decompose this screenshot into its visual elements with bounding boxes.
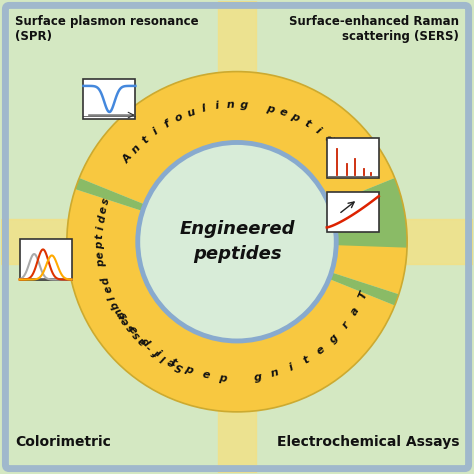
Text: n: n bbox=[130, 143, 142, 155]
Text: l: l bbox=[107, 294, 117, 301]
Text: t: t bbox=[140, 134, 151, 145]
Text: p: p bbox=[183, 364, 194, 376]
Text: t: t bbox=[95, 234, 105, 239]
Text: p: p bbox=[96, 259, 107, 268]
FancyBboxPatch shape bbox=[19, 239, 72, 280]
Text: d: d bbox=[100, 276, 111, 286]
Text: s: s bbox=[130, 329, 142, 340]
Text: e: e bbox=[165, 356, 177, 368]
Wedge shape bbox=[67, 189, 395, 412]
Text: n: n bbox=[226, 100, 235, 110]
Text: d: d bbox=[96, 215, 108, 223]
Text: Engineered
peptides: Engineered peptides bbox=[179, 220, 295, 263]
Text: e: e bbox=[119, 315, 131, 327]
Text: s: s bbox=[125, 322, 136, 333]
Text: o: o bbox=[173, 111, 184, 124]
Text: s: s bbox=[340, 154, 353, 165]
Text: g: g bbox=[328, 332, 340, 345]
Wedge shape bbox=[329, 178, 407, 247]
Text: i: i bbox=[154, 349, 163, 359]
Wedge shape bbox=[331, 189, 407, 294]
Text: e: e bbox=[278, 107, 288, 118]
Text: e: e bbox=[201, 369, 210, 381]
Text: f: f bbox=[163, 118, 172, 129]
Text: d: d bbox=[138, 337, 151, 349]
FancyBboxPatch shape bbox=[83, 79, 136, 119]
Text: e: e bbox=[315, 344, 327, 356]
Text: l: l bbox=[201, 103, 207, 114]
Text: i: i bbox=[313, 126, 323, 137]
Text: Electrochemical Assays: Electrochemical Assays bbox=[277, 436, 459, 449]
Text: a: a bbox=[349, 305, 362, 317]
Text: T: T bbox=[357, 290, 369, 301]
Text: e: e bbox=[95, 251, 106, 258]
Text: t: t bbox=[302, 354, 311, 365]
Text: l: l bbox=[159, 352, 168, 363]
Text: f: f bbox=[151, 347, 161, 358]
Text: g: g bbox=[253, 372, 262, 383]
Text: n: n bbox=[270, 368, 280, 379]
Text: b: b bbox=[109, 300, 122, 311]
Text: p: p bbox=[95, 242, 105, 249]
Text: t: t bbox=[302, 118, 312, 129]
Text: i: i bbox=[95, 226, 106, 230]
Text: Surface plasmon resonance
(SPR): Surface plasmon resonance (SPR) bbox=[15, 15, 199, 43]
Text: g: g bbox=[239, 100, 248, 110]
Text: e: e bbox=[102, 284, 114, 294]
Bar bbox=[218, 0, 256, 474]
FancyBboxPatch shape bbox=[327, 192, 379, 232]
Text: e: e bbox=[332, 143, 344, 155]
Text: i: i bbox=[214, 101, 219, 111]
Wedge shape bbox=[75, 178, 145, 211]
Text: -: - bbox=[144, 342, 154, 352]
Text: d: d bbox=[322, 133, 335, 146]
Bar bbox=[0, 219, 474, 264]
Text: Surface-enhanced Raman
scattering (SERS): Surface-enhanced Raman scattering (SERS) bbox=[289, 15, 459, 43]
Text: i: i bbox=[287, 362, 295, 373]
Text: m: m bbox=[113, 306, 127, 320]
Wedge shape bbox=[79, 72, 395, 205]
Text: i: i bbox=[151, 126, 161, 137]
Text: e: e bbox=[98, 206, 109, 215]
Text: t: t bbox=[168, 357, 178, 369]
Text: A: A bbox=[121, 153, 134, 166]
Circle shape bbox=[138, 143, 336, 341]
Text: u: u bbox=[186, 107, 197, 118]
Text: a: a bbox=[137, 335, 148, 347]
Wedge shape bbox=[329, 273, 399, 305]
Text: Colorimetric: Colorimetric bbox=[15, 436, 111, 449]
Text: S: S bbox=[173, 360, 184, 372]
Text: p: p bbox=[290, 111, 301, 124]
Text: e: e bbox=[126, 324, 139, 337]
Text: p: p bbox=[265, 103, 275, 115]
Text: r: r bbox=[340, 320, 351, 330]
Text: p: p bbox=[219, 373, 228, 383]
FancyBboxPatch shape bbox=[327, 138, 379, 178]
Text: s: s bbox=[100, 197, 111, 206]
Text: s: s bbox=[116, 311, 128, 322]
